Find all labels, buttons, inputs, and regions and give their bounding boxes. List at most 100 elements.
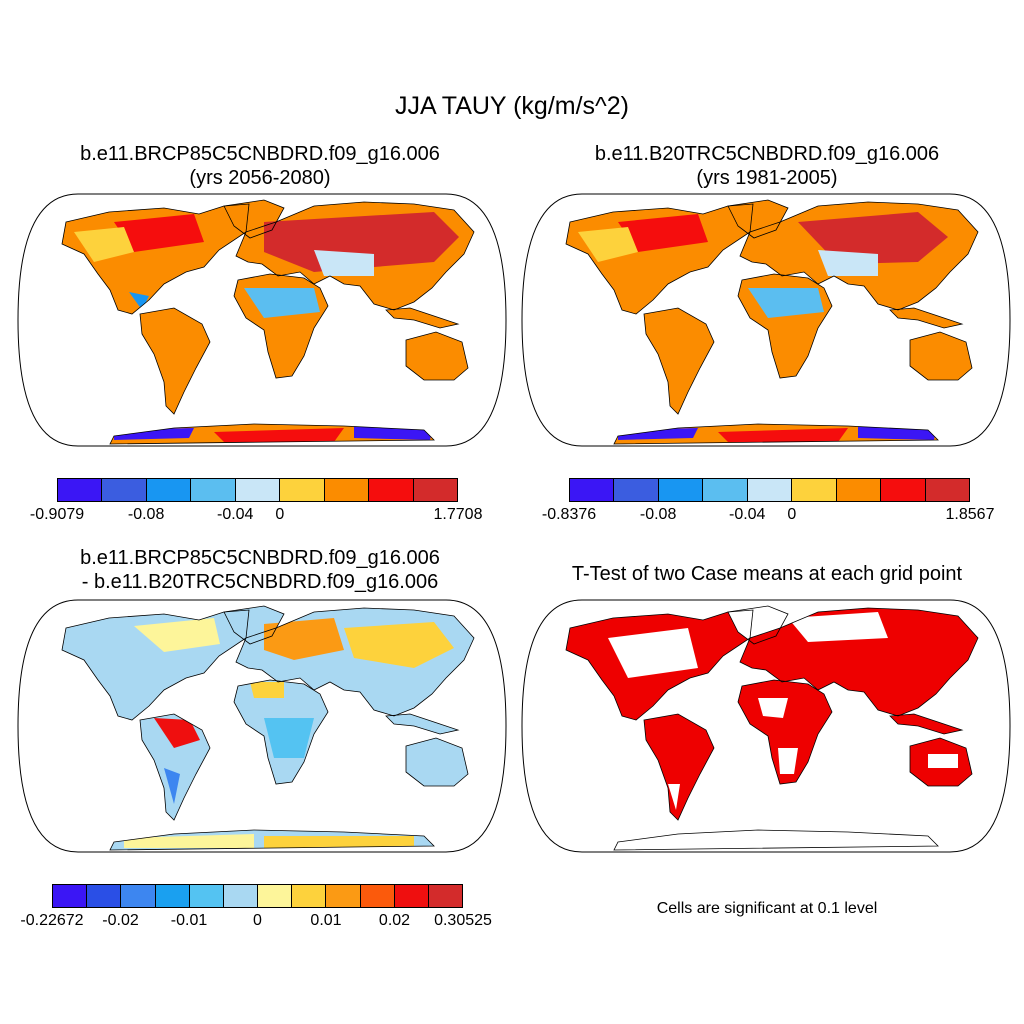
field-patch — [250, 682, 284, 698]
colorbar-swatch — [223, 885, 259, 907]
field-patch — [134, 618, 220, 652]
colorbar-tick-label: -0.01 — [170, 912, 208, 929]
map-border — [17, 193, 507, 447]
panel4-map — [521, 599, 1011, 853]
panel1-title: b.e11.BRCP85C5CNBDRD.f09_g16.006 (yrs 20… — [30, 142, 490, 190]
colorbar-swatch — [360, 885, 395, 907]
panel4-footer: Cells are significant at 0.1 level — [656, 900, 878, 917]
field-patch — [264, 212, 459, 272]
colorbar-tick-label: 0.02 — [378, 912, 411, 929]
coastline — [405, 331, 469, 381]
nonsignificant-region — [668, 784, 680, 810]
panel3-title-line2: - b.e11.B20TRC5CNBDRD.f09_g16.006 — [81, 571, 439, 593]
coastline — [61, 609, 250, 721]
coastline — [643, 713, 715, 821]
field-patch — [154, 718, 200, 748]
panel2-title-line1: b.e11.B20TRC5CNBDRD.f09_g16.006 — [594, 143, 940, 165]
field-patch — [578, 227, 638, 262]
colorbar-swatch — [413, 479, 457, 501]
colorbar-tick-label: 0.30525 — [434, 912, 492, 929]
colorbar-tick-label: -0.08 — [639, 506, 677, 523]
coastline — [565, 609, 754, 721]
field-patch — [244, 288, 320, 318]
panel2-colorbar — [569, 478, 970, 502]
nonsignificant-region — [758, 698, 788, 718]
colorbar-tick-label: 0 — [787, 506, 797, 523]
colorbar-swatch — [428, 885, 463, 907]
coastline — [739, 607, 979, 717]
coastline — [385, 307, 460, 329]
colorbar-swatch — [155, 885, 190, 907]
coastline — [909, 737, 973, 787]
field-patch — [164, 768, 180, 804]
field-patch — [718, 428, 848, 442]
coastline — [727, 199, 789, 239]
nonsignificant-region — [778, 748, 798, 774]
field-patch — [344, 622, 454, 668]
field-patch — [798, 212, 948, 264]
panel3-colorbar — [52, 884, 463, 908]
colorbar-tick-label: -0.9079 — [29, 506, 85, 523]
colorbar-tick-label: 1.8567 — [945, 506, 995, 523]
colorbar-swatch — [703, 479, 748, 501]
colorbar-tick-label: 0 — [275, 506, 285, 523]
colorbar-tick-label: -0.02 — [102, 912, 139, 929]
colorbar-tick-label: -0.04 — [216, 506, 254, 523]
coastline — [889, 713, 964, 735]
coastline — [727, 605, 789, 645]
colorbar-swatch — [570, 479, 615, 501]
field-patch — [264, 718, 314, 758]
nonsignificant-region — [788, 612, 888, 642]
panel1-title-line1: b.e11.BRCP85C5CNBDRD.f09_g16.006 — [80, 143, 440, 165]
panel2-title-line2: (yrs 1981-2005) — [696, 167, 838, 189]
coastline — [223, 605, 285, 645]
panel1-map — [17, 193, 507, 447]
colorbar-swatch — [102, 479, 147, 501]
panel1-colorbar — [57, 478, 458, 502]
field-patch — [214, 428, 344, 442]
colorbar-swatch — [369, 479, 414, 501]
map-border — [521, 599, 1011, 853]
field-patch — [314, 250, 374, 276]
colorbar-tick-label: -0.04 — [728, 506, 766, 523]
coastline — [61, 203, 250, 315]
coastline — [737, 679, 833, 785]
panel4-title: T-Test of two Case means at each grid po… — [571, 563, 963, 585]
coastline — [109, 829, 435, 851]
nonsignificant-region — [608, 628, 698, 678]
coastline — [235, 201, 475, 311]
colorbar-swatch — [53, 885, 88, 907]
colorbar-swatch — [121, 885, 156, 907]
colorbar-swatch — [146, 479, 192, 501]
colorbar-swatch — [292, 885, 327, 907]
panel2-map — [521, 193, 1011, 447]
field-patch — [114, 214, 204, 252]
colorbar-swatch — [394, 885, 429, 907]
coastline — [613, 423, 939, 445]
colorbar-tick-label: 1.7708 — [433, 506, 483, 523]
coastline — [909, 331, 973, 381]
field-patch — [818, 250, 878, 276]
significance-region — [890, 714, 962, 734]
colorbar-tick-label: 0.01 — [310, 912, 342, 929]
field-patch — [748, 288, 824, 318]
coastline — [223, 199, 285, 239]
coastline — [233, 273, 329, 379]
coastline — [613, 829, 939, 851]
field-patch — [618, 214, 708, 252]
field-patch — [264, 618, 344, 660]
coastline — [233, 679, 329, 785]
colorbar-swatch — [235, 479, 281, 501]
panel3-title: b.e11.BRCP85C5CNBDRD.f09_g16.006 - b.e11… — [30, 546, 490, 594]
coastline — [385, 713, 460, 735]
coastline — [235, 607, 475, 717]
coastline — [139, 307, 211, 415]
colorbar-swatch — [658, 479, 704, 501]
coastline — [139, 713, 211, 821]
coastline — [643, 307, 715, 415]
coastline — [739, 201, 979, 311]
colorbar-tick-label: 0 — [253, 912, 262, 929]
colorbar-swatch — [258, 885, 293, 907]
map-border — [521, 193, 1011, 447]
coastline — [737, 273, 833, 379]
